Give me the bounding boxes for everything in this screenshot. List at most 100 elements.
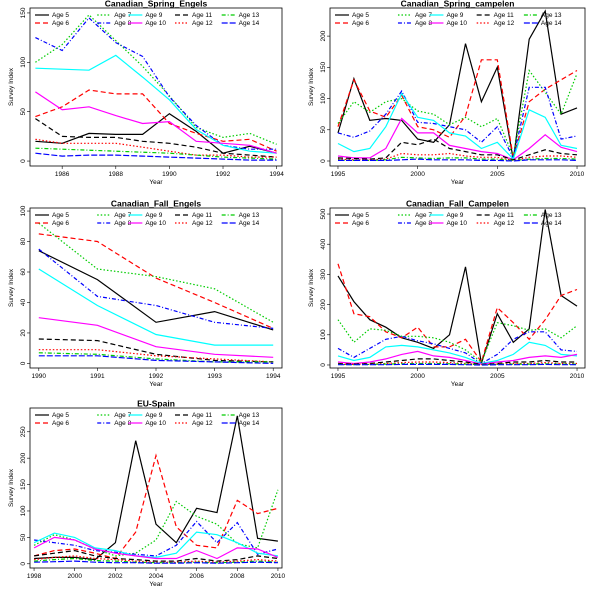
y-axis-label: Survey Index bbox=[8, 468, 15, 507]
plot-frame bbox=[29, 207, 283, 369]
y-tick-label: 200 bbox=[320, 299, 327, 310]
x-tick-label: 2002 bbox=[108, 573, 123, 580]
legend-label: Age 7 bbox=[114, 412, 131, 419]
legend-label: Age 13 bbox=[541, 12, 562, 19]
series-line bbox=[337, 156, 578, 162]
legend-label: Age 5 bbox=[52, 412, 69, 419]
series-line bbox=[337, 59, 578, 159]
x-tick-label: 2000 bbox=[67, 573, 82, 580]
y-tick-label: 500 bbox=[320, 208, 327, 219]
y-tick-label: 50 bbox=[20, 533, 27, 541]
x-axis-label: Year bbox=[149, 381, 163, 388]
x-axis-label: Year bbox=[149, 179, 163, 186]
plot-frame bbox=[329, 207, 586, 369]
x-tick-label: 2000 bbox=[410, 171, 425, 178]
legend-label: Age 10 bbox=[145, 20, 166, 27]
chart-title: Canadian_Fall_Engels bbox=[111, 199, 201, 209]
legend-label: Age 10 bbox=[446, 220, 467, 227]
y-axis-label: Survey Index bbox=[308, 268, 315, 307]
series-line bbox=[38, 268, 274, 346]
chart-title: Canadian_Spring_Engels bbox=[105, 0, 208, 9]
legend-label: Age 14 bbox=[239, 220, 260, 227]
chart-panel: Canadian_Spring_Engels 1986 1988 1990 1992 19… bbox=[8, 0, 284, 186]
series-line bbox=[33, 536, 279, 560]
y-tick-label: 150 bbox=[20, 479, 27, 490]
y-tick-label: 0 bbox=[20, 562, 27, 566]
series-group bbox=[337, 9, 578, 162]
y-tick-label: 0 bbox=[320, 363, 327, 367]
series-line bbox=[35, 14, 277, 145]
series-line bbox=[337, 263, 578, 364]
series-line bbox=[34, 549, 278, 562]
y-tick-label: 100 bbox=[320, 93, 327, 104]
legend-label: Age 13 bbox=[239, 412, 260, 419]
legend-label: Age 12 bbox=[192, 220, 213, 227]
series-line bbox=[33, 453, 279, 560]
legend-label: Age 8 bbox=[415, 20, 432, 27]
x-axis-label: Year bbox=[451, 179, 465, 186]
x-tick-label: 1998 bbox=[27, 573, 42, 580]
legend-label: Age 12 bbox=[494, 220, 515, 227]
x-tick-label: 1993 bbox=[207, 373, 222, 380]
x-tick-label: 1990 bbox=[162, 171, 177, 178]
series-line bbox=[337, 86, 578, 160]
legend-label: Age 14 bbox=[541, 220, 562, 227]
series-line bbox=[35, 152, 277, 161]
x-tick-label: 1988 bbox=[109, 171, 124, 178]
series-line bbox=[38, 222, 274, 323]
legend-label: Age 14 bbox=[541, 20, 562, 27]
x-tick-label: 1990 bbox=[32, 373, 47, 380]
legend-label: Age 10 bbox=[446, 20, 467, 27]
series-line bbox=[337, 138, 578, 161]
legend-label: Age 11 bbox=[192, 412, 213, 419]
x-tick-label: 2004 bbox=[149, 573, 164, 580]
legend-label: Age 11 bbox=[494, 12, 515, 19]
x-tick-label: 2010 bbox=[570, 171, 585, 178]
series-group bbox=[337, 209, 578, 366]
series-line bbox=[35, 112, 277, 154]
x-tick-label: 1994 bbox=[269, 171, 284, 178]
y-tick-label: 100 bbox=[320, 329, 327, 340]
legend-label: Age 8 bbox=[415, 220, 432, 227]
chart-title: Canadian_Fall_Campelen bbox=[406, 199, 509, 209]
x-tick-label: 1986 bbox=[55, 171, 70, 178]
y-tick-label: 0 bbox=[20, 361, 27, 365]
legend-label: Age 9 bbox=[145, 212, 162, 219]
x-axis-label: Year bbox=[451, 381, 465, 388]
legend-label: Age 5 bbox=[352, 12, 369, 19]
series-line bbox=[35, 91, 277, 154]
y-tick-label: 0 bbox=[320, 159, 327, 163]
series-line bbox=[35, 54, 277, 154]
x-tick-label: 2005 bbox=[490, 171, 505, 178]
series-line bbox=[35, 147, 277, 160]
x-tick-label: 2006 bbox=[189, 573, 204, 580]
legend-label: Age 9 bbox=[145, 412, 162, 419]
y-tick-label: 20 bbox=[20, 329, 27, 337]
legend-label: Age 10 bbox=[145, 420, 166, 427]
chart-panel: Canadian_Fall_Engels 1990 1991 1992 1993 1994… bbox=[8, 199, 283, 388]
series-line bbox=[34, 555, 278, 563]
series-line bbox=[337, 117, 578, 161]
y-tick-label: 0 bbox=[20, 159, 27, 163]
series-line bbox=[337, 92, 578, 161]
y-tick-label: 50 bbox=[20, 108, 27, 116]
legend-label: Age 6 bbox=[352, 20, 369, 27]
legend-label: Age 6 bbox=[52, 20, 69, 27]
series-line bbox=[337, 319, 578, 363]
y-tick-label: 50 bbox=[320, 126, 327, 134]
legend-label: Age 5 bbox=[352, 212, 369, 219]
legend-label: Age 14 bbox=[239, 20, 260, 27]
legend-label: Age 11 bbox=[494, 212, 515, 219]
legend-label: Age 8 bbox=[114, 420, 131, 427]
series-line bbox=[38, 317, 274, 358]
x-tick-label: 1992 bbox=[149, 373, 164, 380]
series-line bbox=[33, 531, 278, 559]
legend-label: Age 14 bbox=[239, 420, 260, 427]
legend-label: Age 13 bbox=[541, 212, 562, 219]
series-line bbox=[38, 250, 274, 331]
y-tick-label: 100 bbox=[20, 205, 27, 216]
x-tick-label: 2000 bbox=[410, 373, 425, 380]
legend-label: Age 7 bbox=[415, 12, 432, 19]
